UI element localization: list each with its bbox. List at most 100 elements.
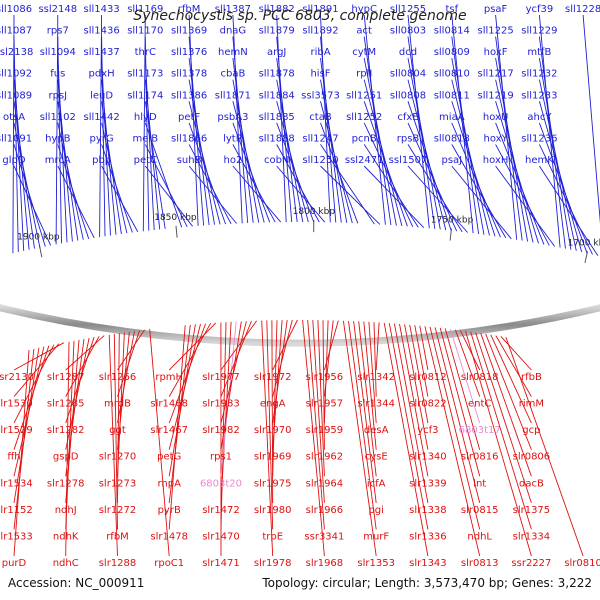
gene-label[interactable]: sll1086 — [0, 4, 32, 15]
gene-label[interactable]: ssr3341 — [304, 531, 344, 542]
gene-label[interactable]: hemN — [218, 47, 248, 58]
gene-label[interactable]: sll1236 — [521, 133, 557, 144]
gene-label[interactable]: sll1228 — [565, 4, 600, 15]
gene-label[interactable]: petF — [178, 112, 200, 123]
gene-label[interactable]: sll1219 — [477, 90, 513, 101]
gene-label[interactable]: sll1386 — [171, 90, 207, 101]
gene-label[interactable]: sll0818 — [434, 133, 470, 144]
gene-label[interactable]: rpmH — [155, 372, 183, 383]
gene-label[interactable]: sll1102 — [40, 112, 76, 123]
gene-label[interactable]: sll0814 — [434, 26, 470, 37]
gene-label[interactable]: slr1467 — [150, 425, 188, 436]
gene-label[interactable]: sll1369 — [171, 26, 207, 37]
gene-label[interactable]: slr1287 — [47, 372, 85, 383]
gene-label[interactable]: cysE — [365, 452, 388, 463]
gene-label[interactable]: ssl2148 — [38, 4, 77, 15]
gene-label[interactable]: slr1959 — [306, 425, 344, 436]
gene-label[interactable]: slr1471 — [202, 558, 240, 569]
gene-label[interactable]: sll1376 — [171, 47, 207, 58]
gene-label[interactable]: pgi — [368, 505, 383, 516]
gene-label[interactable]: sll0811 — [434, 90, 470, 101]
gene-label[interactable]: desA — [364, 425, 389, 436]
gene-label[interactable]: ctaB — [309, 112, 332, 123]
gene-label[interactable]: slr1530 — [0, 399, 33, 410]
gene-label[interactable]: slr1288 — [99, 558, 137, 569]
gene-label[interactable]: cobN — [264, 155, 289, 166]
gene-label[interactable]: rplI — [356, 69, 372, 80]
gene-label[interactable]: hoxH — [483, 155, 509, 166]
gene-label[interactable]: hemK — [525, 155, 554, 166]
gene-label[interactable]: slr1273 — [99, 478, 137, 489]
gene-label[interactable]: sll1882 — [259, 4, 295, 15]
gene-label[interactable]: fus — [50, 69, 65, 80]
gene-label[interactable]: ssl2471 — [345, 155, 384, 166]
gene-label[interactable]: slr1152 — [0, 505, 33, 516]
gene-label[interactable]: slr1470 — [202, 531, 240, 542]
gene-label[interactable]: rpsB — [397, 133, 420, 144]
gene-label[interactable]: slr0815 — [461, 505, 499, 516]
gene-label[interactable]: slr1969 — [254, 452, 292, 463]
gene-label[interactable]: hlyD — [134, 112, 157, 123]
gene-label[interactable]: hoxY — [484, 133, 509, 144]
gene-label[interactable]: ssr2227 — [511, 558, 551, 569]
gene-label[interactable]: engA — [260, 399, 286, 410]
gene-label[interactable]: trpE — [262, 531, 283, 542]
gene-label[interactable]: thrC — [135, 47, 156, 58]
gene-label[interactable]: pyrB — [158, 505, 181, 516]
gene-label[interactable]: ndhK — [53, 531, 79, 542]
gene-label[interactable]: sll1091 — [0, 133, 32, 144]
gene-label[interactable]: ffh — [7, 452, 20, 463]
gene-label[interactable]: lnt — [473, 478, 486, 489]
gene-label[interactable]: slr1975 — [254, 478, 292, 489]
gene-label[interactable]: sll1170 — [127, 26, 163, 37]
gene-label[interactable]: slr0812 — [409, 372, 447, 383]
gene-label[interactable]: sll1378 — [171, 69, 207, 80]
gene-label[interactable]: sll1442 — [83, 112, 119, 123]
gene-label[interactable]: hypC — [351, 4, 377, 15]
gene-label[interactable]: slr1957 — [306, 399, 344, 410]
gene-label[interactable]: pyrG — [90, 133, 114, 144]
gene-label[interactable]: slr1278 — [47, 478, 85, 489]
gene-label[interactable]: mrdB — [104, 399, 131, 410]
gene-label[interactable]: slr0818 — [461, 372, 499, 383]
gene-label[interactable]: slr1285 — [47, 399, 85, 410]
gene-label[interactable]: sll1879 — [259, 26, 295, 37]
gene-label[interactable]: 6803t17 — [459, 425, 501, 436]
gene-label[interactable]: ndhJ — [55, 505, 77, 516]
gene-label[interactable]: slr1338 — [409, 505, 447, 516]
gene-label[interactable]: slr1375 — [513, 505, 551, 516]
gene-label[interactable]: sll1092 — [0, 69, 32, 80]
gene-label[interactable]: melB — [133, 133, 159, 144]
gene-label[interactable]: sll0808 — [390, 90, 426, 101]
gene-label[interactable]: sll0804 — [390, 69, 426, 80]
gene-label[interactable]: sll1250 — [302, 155, 338, 166]
gene-label[interactable]: icfA — [367, 478, 386, 489]
gene-label[interactable]: sll1387 — [215, 4, 251, 15]
gene-label[interactable]: slr1980 — [254, 505, 292, 516]
gene-label[interactable]: act — [356, 26, 372, 37]
gene-label[interactable]: tsf — [445, 4, 458, 15]
gene-label[interactable]: rfbB — [521, 372, 542, 383]
gene-label[interactable]: sll1173 — [127, 69, 163, 80]
gene-label[interactable]: entC — [468, 399, 491, 410]
gene-label[interactable]: slr1343 — [409, 558, 447, 569]
gene-label[interactable]: pcnB — [352, 133, 377, 144]
gene-label[interactable]: sll0810 — [434, 69, 470, 80]
gene-label[interactable]: rpsJ — [48, 90, 67, 101]
gene-label[interactable]: murF — [363, 531, 389, 542]
gene-label[interactable]: hoxF — [484, 47, 508, 58]
gene-label[interactable]: slr1472 — [202, 505, 240, 516]
gene-label[interactable]: slr1970 — [254, 425, 292, 436]
gene-label[interactable]: sll1433 — [83, 4, 119, 15]
gene-label[interactable]: gspD — [53, 452, 79, 463]
gene-label[interactable]: sll1871 — [215, 90, 251, 101]
gene-label[interactable]: ggt — [109, 425, 126, 436]
gene-label[interactable]: slr1468 — [150, 399, 188, 410]
gene-label[interactable]: psbA3 — [217, 112, 248, 123]
gene-label[interactable]: purD — [2, 558, 27, 569]
gene-label[interactable]: sll1866 — [171, 133, 207, 144]
gene-label[interactable]: ho2 — [223, 155, 242, 166]
gene-label[interactable]: slr1336 — [409, 531, 447, 542]
gene-label[interactable]: slr1968 — [306, 558, 344, 569]
gene-label[interactable]: psaF — [484, 4, 508, 15]
